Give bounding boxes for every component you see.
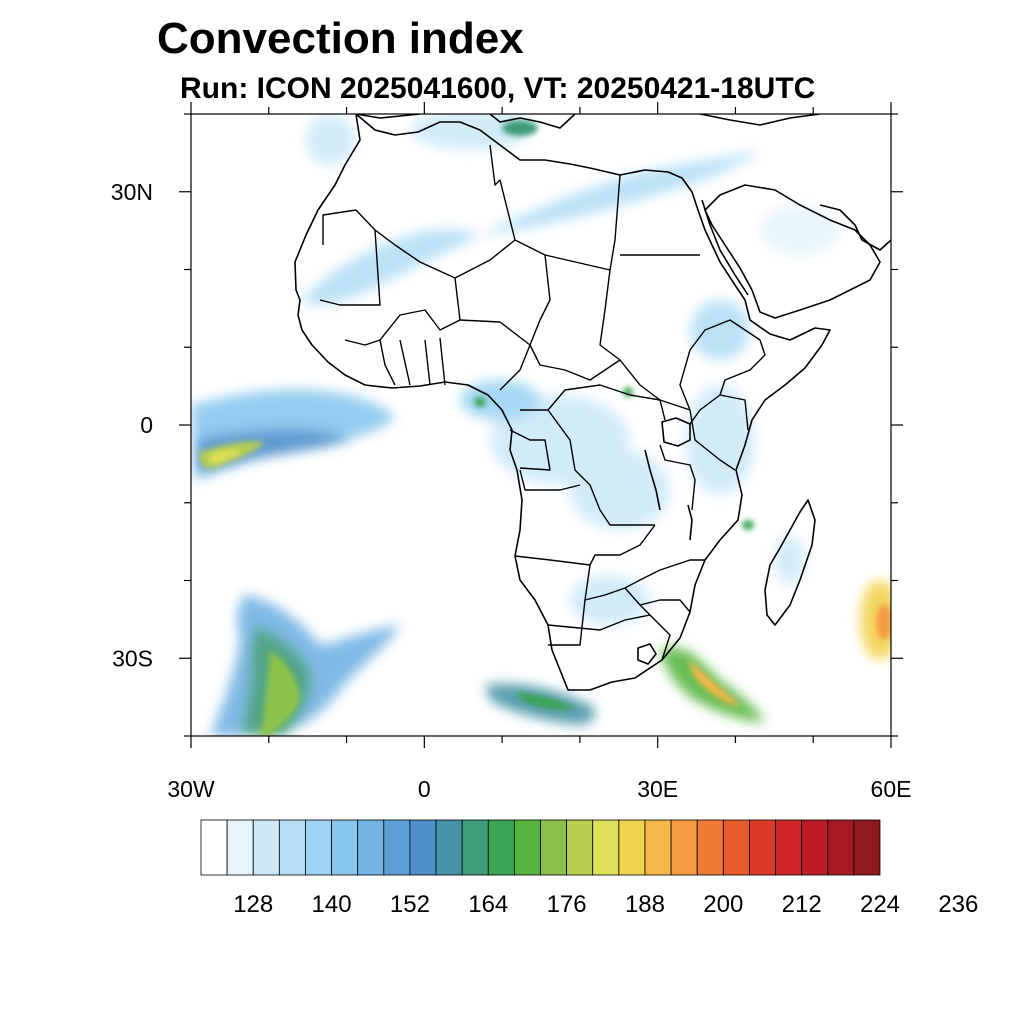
congo-basin-cells xyxy=(570,450,670,530)
indian-ocean-core xyxy=(876,604,891,640)
southern-africa-cells xyxy=(570,575,650,625)
y-tick-label: 0 xyxy=(140,412,153,438)
colorbar-swatch xyxy=(618,819,646,876)
colorbar-swatch xyxy=(566,819,594,876)
ethiopia-cells xyxy=(690,300,750,360)
mozambique-green xyxy=(742,520,754,530)
lake-victoria xyxy=(661,417,691,447)
colorbar-swatch xyxy=(252,819,280,876)
colorbar-swatch xyxy=(461,819,489,876)
colorbar-label: 212 xyxy=(782,891,822,918)
colorbar-swatch xyxy=(853,819,881,876)
convection-field xyxy=(191,114,891,736)
coastlines xyxy=(294,114,891,691)
anatolia xyxy=(699,114,821,126)
colorbar-label: 128 xyxy=(233,891,273,918)
red-sea-east xyxy=(701,199,749,296)
med-cells xyxy=(410,114,530,150)
x-tick-label: 30E xyxy=(637,776,678,802)
iberia xyxy=(355,114,421,119)
colorbar-swatch xyxy=(200,819,228,876)
chart-subtitle: Run: ICON 2025041600, VT: 20250421-18UTC xyxy=(180,72,816,105)
colorbar-swatch xyxy=(305,819,332,876)
gulf-guinea-green xyxy=(474,397,486,407)
gulf-of-guinea-cells xyxy=(460,380,540,420)
northwest-band xyxy=(300,229,480,305)
colorbar-swatch xyxy=(801,819,829,876)
lake-tanganyika xyxy=(644,449,661,511)
x-tick-label: 0 xyxy=(418,776,431,802)
colorbar-swatch xyxy=(487,819,515,876)
south-atlantic-core xyxy=(260,650,300,736)
colorbar-swatch xyxy=(435,819,463,876)
colorbar-swatch xyxy=(513,819,541,876)
colorbar-swatch xyxy=(644,819,672,876)
axis-ticks xyxy=(179,102,903,748)
colorbar-label: 176 xyxy=(547,891,587,918)
colorbar-swatch xyxy=(409,819,437,876)
atlantic-equatorial-inner xyxy=(196,429,350,472)
southeast-cape-core xyxy=(690,660,740,706)
map-plot-area xyxy=(191,114,891,736)
colorbar-swatch xyxy=(775,819,803,876)
lake-malawi xyxy=(687,504,693,541)
indian-ocean-east xyxy=(860,580,891,660)
y-tick-label: 30N xyxy=(111,179,153,205)
europe-south xyxy=(489,114,576,129)
colorbar-swatch xyxy=(278,819,306,876)
arabian-peninsula xyxy=(704,184,881,319)
colorbar-swatch xyxy=(540,819,568,876)
colorbar-swatch xyxy=(827,819,855,876)
colorbar-swatch xyxy=(670,819,698,876)
axis-tick-labels: 30W 0 30E 60E 30N 0 30S xyxy=(111,179,912,802)
colorbar: 128 140 152 164 176 188 200 212 224 236 xyxy=(200,819,978,918)
colorbar-swatch xyxy=(331,819,359,876)
arabia-cells xyxy=(760,205,840,255)
chart-title: Convection index xyxy=(157,14,524,63)
colorbar-label: 188 xyxy=(625,891,665,918)
y-tick-label: 30S xyxy=(112,645,153,671)
colorbar-swatch xyxy=(226,819,254,876)
country-borders xyxy=(319,144,766,661)
madagascar xyxy=(764,499,816,626)
africa-coastline xyxy=(294,114,831,691)
x-tick-label: 30W xyxy=(167,776,215,802)
colorbar-swatch xyxy=(357,819,385,876)
x-tick-label: 60E xyxy=(871,776,912,802)
colorbar-label: 164 xyxy=(468,891,508,918)
madagascar-north xyxy=(775,535,805,585)
colorbar-swatch xyxy=(592,819,620,876)
lesotho xyxy=(637,643,657,665)
colorbar-label: 140 xyxy=(312,891,352,918)
north-africa-west xyxy=(305,115,355,165)
colorbar-swatch xyxy=(722,819,750,876)
colorbar-swatch xyxy=(383,819,411,876)
sahara-band xyxy=(480,150,760,235)
colorbar-label: 152 xyxy=(390,891,430,918)
atlantic-equatorial-peak xyxy=(210,451,242,463)
med-green-cell xyxy=(502,120,538,136)
southwest-cape-core xyxy=(515,692,575,710)
persian-gulf xyxy=(819,204,891,251)
colorbar-swatch xyxy=(696,819,724,876)
colorbar-label: 236 xyxy=(938,891,978,918)
colorbar-label: 224 xyxy=(860,891,900,918)
colorbar-swatch xyxy=(749,819,776,876)
colorbar-label: 200 xyxy=(703,891,743,918)
